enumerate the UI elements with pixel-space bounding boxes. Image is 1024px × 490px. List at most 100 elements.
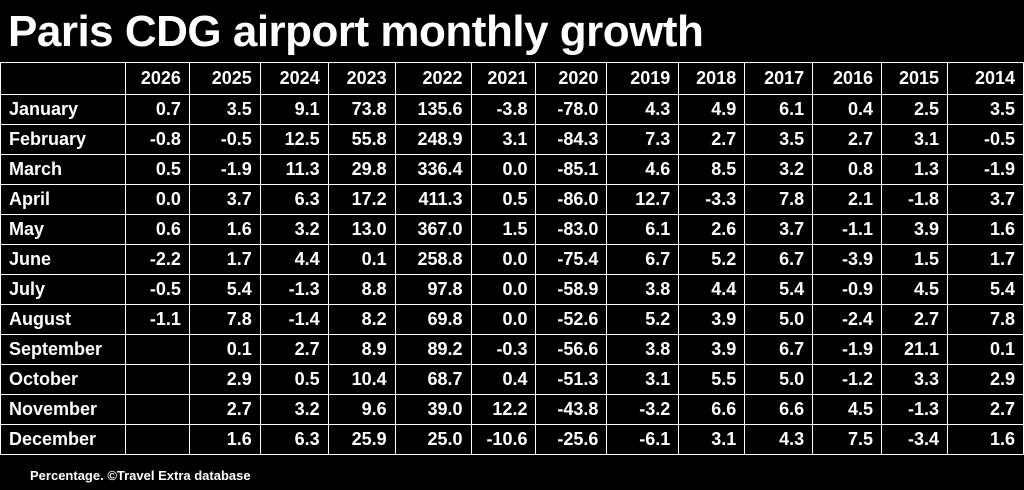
- column-header-2017: 2017: [744, 62, 814, 95]
- table-cell: -52.6: [535, 304, 608, 335]
- table-cell: 3.1: [881, 124, 948, 155]
- table-cell: 336.4: [394, 154, 472, 185]
- table-cell: 0.5: [124, 154, 190, 185]
- column-header-2026: 2026: [124, 62, 190, 95]
- table-cell: 3.2: [259, 214, 329, 245]
- table-cell: 6.6: [744, 394, 814, 425]
- table-cell: 5.5: [678, 364, 746, 395]
- table-cell: 2.7: [881, 304, 948, 335]
- table-cell: 3.8: [606, 334, 680, 365]
- table-cell: 1.7: [946, 244, 1024, 275]
- table-cell: 1.6: [188, 424, 261, 455]
- month-label: December: [0, 424, 126, 455]
- table-cell: 0.4: [812, 94, 883, 125]
- table-cell: 0.0: [470, 154, 537, 185]
- month-label: August: [0, 304, 126, 335]
- table-cell: -2.2: [124, 244, 190, 275]
- table-cell: 12.7: [606, 184, 680, 215]
- table-cell: -1.1: [124, 304, 190, 335]
- table-cell: 3.3: [881, 364, 948, 395]
- table-cell: 73.8: [327, 94, 396, 125]
- table-cell: 12.5: [259, 124, 329, 155]
- table-cell: 5.0: [744, 364, 814, 395]
- table-cell: 0.8: [812, 154, 883, 185]
- source-footer: Percentage. ©Travel Extra database: [30, 468, 251, 483]
- table-cell: [124, 424, 190, 455]
- table-cell: 1.6: [946, 424, 1024, 455]
- table-cell: 0.0: [470, 244, 537, 275]
- table-cell: 0.1: [188, 334, 261, 365]
- table-cell: 3.1: [470, 124, 537, 155]
- table-cell: -3.2: [606, 394, 680, 425]
- month-label: April: [0, 184, 126, 215]
- table-cell: [124, 334, 190, 365]
- table-cell: -86.0: [535, 184, 608, 215]
- table-cell: 2.1: [812, 184, 883, 215]
- table-cell: 13.0: [327, 214, 396, 245]
- table-cell: -84.3: [535, 124, 608, 155]
- table-cell: 7.5: [812, 424, 883, 455]
- table-cell: 3.8: [606, 274, 680, 305]
- column-header-2016: 2016: [812, 62, 883, 95]
- column-header-2014: 2014: [946, 62, 1024, 95]
- table-cell: 55.8: [327, 124, 396, 155]
- table-cell: 1.6: [946, 214, 1024, 245]
- table-cell: 0.0: [470, 304, 537, 335]
- table-cell: 2.7: [678, 124, 746, 155]
- table-cell: 2.7: [259, 334, 329, 365]
- month-label: November: [0, 394, 126, 425]
- growth-table: 2026 2025 2024 2023 2022 2021 2020 2019 2018 2017…: [0, 62, 1024, 455]
- table-cell: 7.8: [188, 304, 261, 335]
- table-cell: 2.7: [188, 394, 261, 425]
- column-header-2025: 2025: [188, 62, 261, 95]
- table-cell: 3.9: [881, 214, 948, 245]
- column-header-2019: 2019: [606, 62, 680, 95]
- table-cell: 3.1: [678, 424, 746, 455]
- table-cell: 3.2: [259, 394, 329, 425]
- column-header-2018: 2018: [678, 62, 746, 95]
- table-row: February -0.8 -0.5 12.5 55.8 248.9 3.1 -84.3 7.3…: [0, 124, 1024, 155]
- table-row: January 0.7 3.5 9.1 73.8 135.6 -3.8 -78.0 4.3 4.9…: [0, 94, 1024, 125]
- table-cell: -0.5: [188, 124, 261, 155]
- table-cell: 0.4: [470, 364, 537, 395]
- month-label: March: [0, 154, 126, 185]
- month-label: January: [0, 94, 126, 125]
- table-cell: 2.7: [946, 394, 1024, 425]
- table-cell: 9.1: [259, 94, 329, 125]
- table-cell: 3.9: [678, 334, 746, 365]
- month-label: February: [0, 124, 126, 155]
- table-cell: -75.4: [535, 244, 608, 275]
- table-cell: 6.6: [678, 394, 746, 425]
- table-cell: 4.3: [606, 94, 680, 125]
- table-cell: 3.7: [744, 214, 814, 245]
- table-cell: -1.9: [812, 334, 883, 365]
- month-label: May: [0, 214, 126, 245]
- table-cell: -0.8: [124, 124, 190, 155]
- table-cell: 0.0: [124, 184, 190, 215]
- table-cell: 411.3: [394, 184, 472, 215]
- table-row: June -2.2 1.7 4.4 0.1 258.8 0.0 -75.4 6.7 5.2 6.7-…: [0, 244, 1024, 275]
- table-cell: 4.3: [744, 424, 814, 455]
- table-cell: 11.3: [259, 154, 329, 185]
- table-cell: 258.8: [394, 244, 472, 275]
- table-cell: 7.3: [606, 124, 680, 155]
- table-cell: 6.7: [744, 334, 814, 365]
- table-cell: 6.1: [744, 94, 814, 125]
- table-cell: 8.9: [327, 334, 396, 365]
- table-row: September 0.1 2.7 8.9 89.2 -0.3 -56.6 3.8 3.9 6.7…: [0, 334, 1024, 365]
- table-cell: -3.4: [881, 424, 948, 455]
- table-cell: 25.9: [327, 424, 396, 455]
- table-cell: 29.8: [327, 154, 396, 185]
- table-cell: -3.8: [470, 94, 537, 125]
- table-cell: 1.7: [188, 244, 261, 275]
- table-cell: 3.5: [946, 94, 1024, 125]
- table-cell: -1.1: [812, 214, 883, 245]
- table-cell: 1.6: [188, 214, 261, 245]
- month-label: June: [0, 244, 126, 275]
- table-cell: -1.4: [259, 304, 329, 335]
- table-row: December 1.6 6.3 25.9 25.0 -10.6 -25.6 -6.1 3.1 4…: [0, 424, 1024, 455]
- month-label: October: [0, 364, 126, 395]
- table-cell: 135.6: [394, 94, 472, 125]
- table-cell: -3.3: [678, 184, 746, 215]
- table-cell: 3.2: [744, 154, 814, 185]
